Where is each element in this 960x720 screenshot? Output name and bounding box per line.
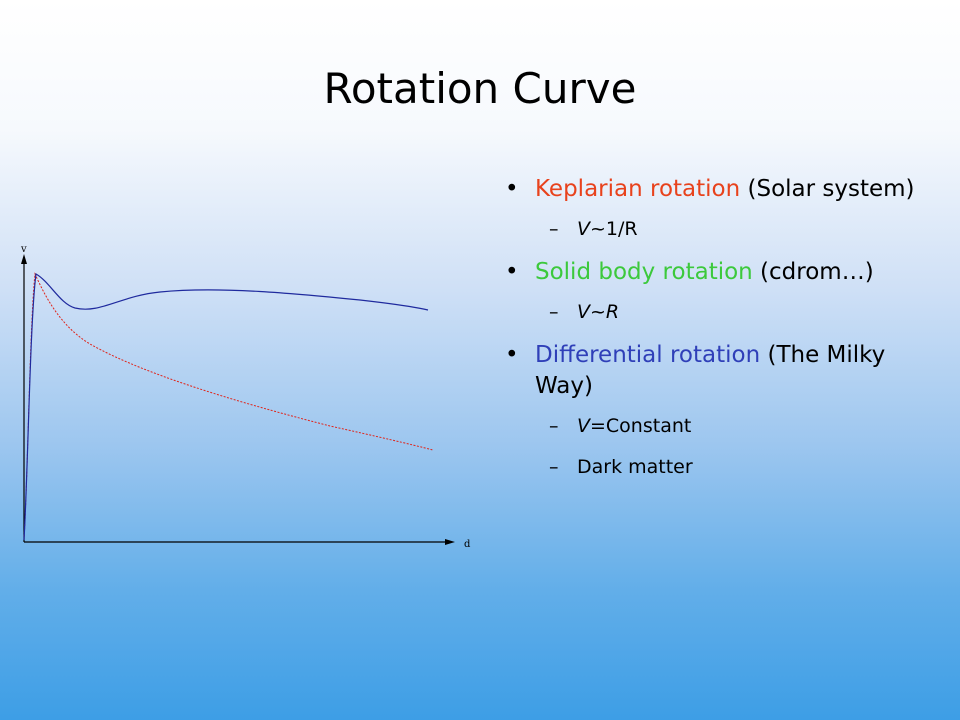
- y-axis-arrow: [21, 254, 27, 264]
- sub-bullet-dash: –: [549, 301, 559, 323]
- sub-bullet-dash: –: [549, 218, 559, 240]
- sub-tail: Dark matter: [577, 456, 693, 478]
- x-axis-label: d: [464, 539, 471, 550]
- y-axis-label: v: [20, 244, 27, 255]
- sub-tail: ~R: [590, 301, 620, 323]
- sub-lead: V: [577, 301, 590, 323]
- bullet-dot: •: [505, 176, 519, 202]
- sub-bullet-keplerian: – V~1/R: [505, 216, 945, 242]
- sub-bullet-dash: –: [549, 415, 559, 437]
- sub-bullet-dark-matter: – Dark matter: [505, 454, 945, 480]
- flat-curve: [23, 273, 429, 541]
- rotation-curve-graph: v d: [20, 244, 471, 550]
- solid-highlight: Solid body rotation: [535, 259, 753, 285]
- keplerian-rest: (Solar system): [740, 176, 915, 202]
- sub-lead: V: [577, 218, 590, 240]
- bullet-list: • Keplarian rotation (Solar system) – V~1/…: [505, 174, 945, 495]
- slide-title: Rotation Curve: [323, 64, 637, 113]
- sub-tail: =Constant: [590, 415, 692, 437]
- bullet-keplerian: • Keplarian rotation (Solar system): [505, 174, 945, 205]
- sub-tail: ~1/R: [590, 218, 638, 240]
- bullet-dot: •: [505, 342, 519, 368]
- differential-rest: (The Milky Way): [535, 342, 886, 399]
- bullet-solid-body: • Solid body rotation (cdrom…): [505, 257, 945, 288]
- bullet-differential: • Differential rotation (The Milky Way): [505, 340, 945, 402]
- bullet-dot: •: [505, 259, 519, 285]
- sub-bullet-dash: –: [549, 456, 559, 478]
- differential-highlight: Differential rotation: [535, 342, 761, 368]
- sub-bullet-solid: – V~R: [505, 299, 945, 325]
- solid-rest: (cdrom…): [752, 259, 874, 285]
- keplerian-curve: [23, 272, 434, 541]
- keplerian-highlight: Keplarian rotation: [535, 176, 741, 202]
- sub-lead: V: [577, 415, 590, 437]
- x-axis-arrow: [445, 539, 455, 545]
- sub-bullet-constant: – V=Constant: [505, 413, 945, 439]
